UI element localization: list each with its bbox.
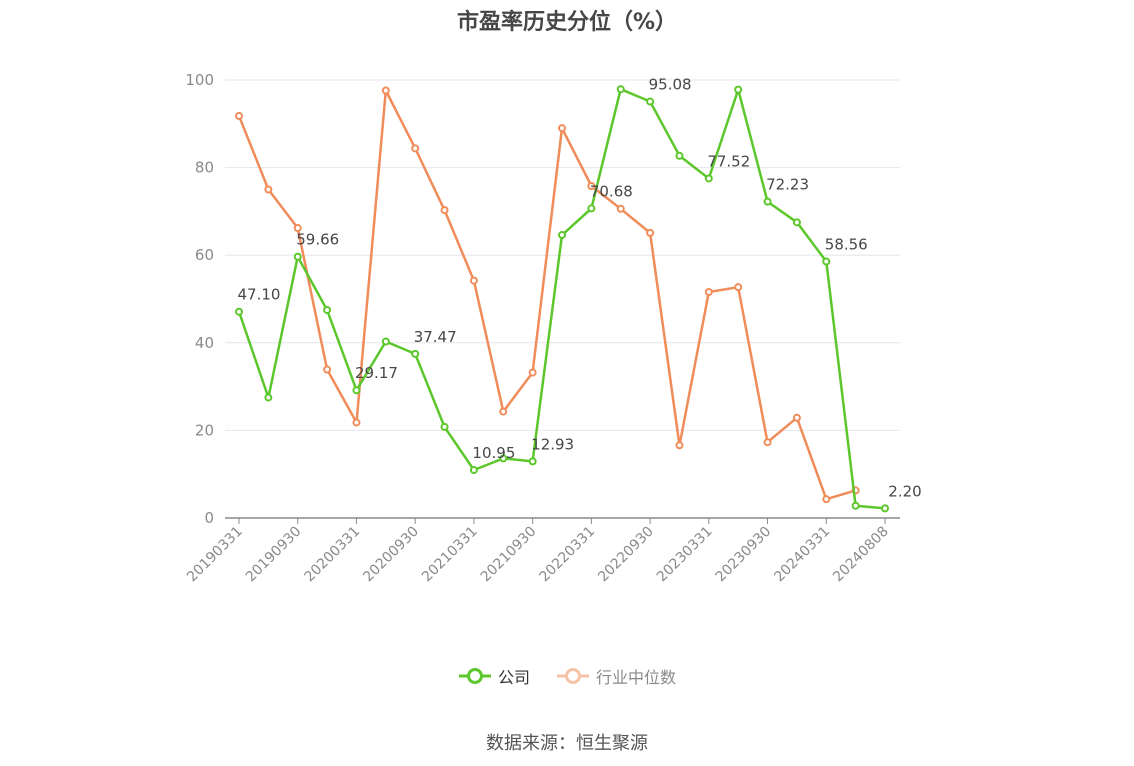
legend: 公司 行业中位数 xyxy=(0,664,1134,688)
y-tick-label: 60 xyxy=(195,246,214,264)
data-point-industry xyxy=(499,407,508,416)
data-point-company xyxy=(558,231,566,240)
data-label: 58.56 xyxy=(825,236,868,254)
data-label: 2.20 xyxy=(888,482,921,500)
data-point-industry xyxy=(587,181,596,190)
legend-label-industry: 行业中位数 xyxy=(596,668,677,687)
data-point-company xyxy=(675,151,684,160)
x-tick-label: 20230930 xyxy=(713,524,775,586)
legend-item-industry[interactable]: 行业中位数 xyxy=(556,664,676,688)
data-label: 59.66 xyxy=(296,231,339,249)
data-point-company xyxy=(323,305,332,314)
data-point-company xyxy=(792,218,801,227)
data-point-industry xyxy=(616,204,625,213)
x-tick-label: 20240808 xyxy=(830,524,892,586)
y-tick-label: 0 xyxy=(204,509,214,527)
data-point-company xyxy=(734,85,743,94)
data-point-company xyxy=(440,422,449,431)
x-tick-label: 20190930 xyxy=(243,524,305,586)
data-point-industry xyxy=(293,224,302,233)
legend-industry-line-icon xyxy=(557,668,589,684)
data-point-company xyxy=(264,393,273,402)
data-point-company xyxy=(411,349,420,358)
data-label: 77.52 xyxy=(707,152,750,170)
source-note: 数据来源：恒生聚源 xyxy=(486,733,648,754)
data-point-industry xyxy=(235,111,243,120)
data-point-industry xyxy=(646,228,655,237)
data-point-company xyxy=(763,197,772,206)
x-tick-label: 20200331 xyxy=(302,524,364,586)
data-point-industry xyxy=(734,283,743,292)
line-chart: 0 20 40 60 80 100 2019033120190930202003312020… xyxy=(184,71,922,586)
data-point-company xyxy=(499,454,508,463)
legend-company-line-icon xyxy=(458,668,491,684)
data-point-industry xyxy=(763,438,772,447)
x-tick-label: 20220331 xyxy=(536,524,598,586)
data-point-company xyxy=(293,252,302,261)
data-point-company xyxy=(528,457,537,466)
data-point-company xyxy=(704,174,713,183)
x-tick-label: 20230331 xyxy=(654,524,716,586)
data-point-company xyxy=(646,97,655,106)
data-point-industry xyxy=(440,206,449,215)
data-label: 95.08 xyxy=(649,76,692,94)
x-tick-label: 20200930 xyxy=(360,524,422,586)
y-tick-label: 80 xyxy=(195,159,214,177)
data-point-company xyxy=(352,386,361,395)
data-label: 29.17 xyxy=(355,364,398,382)
data-label: 10.95 xyxy=(472,444,515,462)
data-point-industry xyxy=(469,276,478,285)
legend-label-company: 公司 xyxy=(497,668,530,687)
data-point-industry xyxy=(822,495,831,504)
x-tick-label: 20220930 xyxy=(595,524,657,586)
x-tick-label: 20210331 xyxy=(419,524,481,586)
data-point-industry xyxy=(675,441,684,450)
data-point-company xyxy=(822,257,831,266)
data-point-company xyxy=(616,85,625,94)
data-label: 47.10 xyxy=(238,286,281,304)
data-point-industry xyxy=(411,144,420,153)
data-point-industry xyxy=(792,413,801,422)
data-point-industry xyxy=(528,368,537,377)
data-point-company xyxy=(469,466,478,475)
x-tick-label: 20210930 xyxy=(478,524,540,586)
data-point-industry xyxy=(558,124,566,133)
y-tick-label: 40 xyxy=(195,334,214,352)
data-point-company xyxy=(587,204,596,213)
data-point-industry xyxy=(352,418,361,427)
data-point-industry xyxy=(381,86,390,95)
data-point-company xyxy=(881,504,889,513)
y-tick-label: 20 xyxy=(195,421,214,439)
data-point-industry xyxy=(323,365,332,374)
data-point-industry xyxy=(264,185,273,194)
legend-item-company[interactable]: 公司 xyxy=(458,664,530,688)
data-label: 12.93 xyxy=(531,435,574,453)
x-tick-label: 20190331 xyxy=(184,524,246,586)
data-label: 72.23 xyxy=(766,176,809,194)
data-point-company xyxy=(851,501,860,510)
data-label: 70.68 xyxy=(590,182,633,200)
data-point-company xyxy=(381,337,390,346)
data-label: 37.47 xyxy=(414,328,457,346)
data-point-company xyxy=(235,307,243,316)
x-tick-label: 20240331 xyxy=(771,524,833,586)
series-line-industry xyxy=(237,89,856,501)
y-tick-label: 100 xyxy=(185,71,214,89)
chart-title: 市盈率历史分位（%） xyxy=(456,10,678,35)
data-point-industry xyxy=(704,287,713,296)
